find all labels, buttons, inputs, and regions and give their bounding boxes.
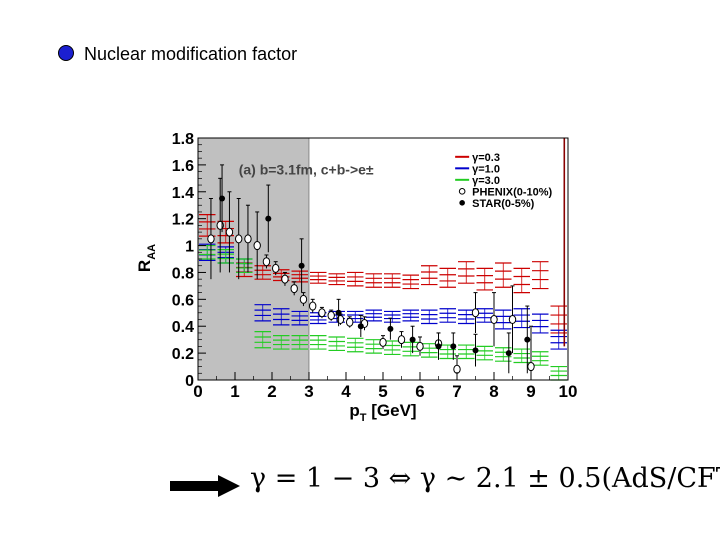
- y-tick-label: 0: [185, 373, 194, 390]
- x-tick-label: 5: [378, 382, 387, 401]
- x-tick-label: 8: [489, 382, 498, 401]
- star-point: [387, 325, 394, 332]
- phenix-point: [346, 317, 354, 327]
- phenix-point: [272, 263, 280, 273]
- x-tick-label: 3: [304, 382, 313, 401]
- y-tick-label: 0.6: [172, 292, 194, 309]
- shaded-region: [197, 137, 310, 381]
- star-point: [298, 262, 305, 269]
- phenix-point: [327, 310, 335, 320]
- legend-label: STAR(0-5%): [472, 198, 534, 210]
- arrow-right-icon: [170, 475, 240, 497]
- x-axis-label: pT [GeV]: [349, 401, 416, 424]
- y-axis-label: RAA: [135, 244, 158, 272]
- phenix-point: [290, 284, 298, 294]
- star-point: [335, 309, 342, 316]
- slide-title: Nuclear modification factor: [84, 44, 298, 64]
- legend-swatch: [458, 188, 466, 195]
- x-tick-label: 2: [267, 382, 276, 401]
- star-point: [219, 195, 226, 202]
- phenix-point: [318, 308, 326, 318]
- legend-label: γ=0.3: [472, 152, 500, 164]
- x-tick-label: 1: [230, 382, 239, 401]
- legend-label: γ=3.0: [472, 175, 500, 187]
- phenix-point: [379, 337, 387, 347]
- star-point: [265, 215, 272, 222]
- star-point: [450, 343, 457, 350]
- y-tick-label: 1.4: [172, 185, 194, 202]
- phenix-point: [490, 315, 498, 324]
- y-tick-label: 1.2: [172, 212, 194, 229]
- phenix-point: [309, 301, 317, 311]
- phenix-point: [416, 341, 424, 351]
- annotation: (a) b=3.1fm, c+b->e±: [239, 161, 374, 177]
- star-point: [472, 347, 479, 354]
- legend-label: γ=1.0: [472, 163, 500, 175]
- star-point: [505, 350, 512, 357]
- x-tick-label: 6: [415, 382, 424, 401]
- star-point: [357, 323, 364, 330]
- y-tick-label: 0.2: [172, 346, 194, 363]
- star-point: [435, 343, 442, 350]
- formula: γ = 1 − 3 ⇔ γ ∼ 2.1 ± 0.5(AdS/CFT): [250, 463, 720, 494]
- phenix-point: [397, 335, 406, 345]
- bullet-icon: [58, 45, 74, 61]
- raa-chart: 0 0.2 0.4 0.6 0.8 1 1.2 1.4 1.6 1.8 0 1 2 3 4 5 6 7 8 9 10 pT…: [120, 128, 580, 428]
- x-tick-label: 4: [341, 382, 351, 401]
- y-tick-label: 1.6: [172, 158, 194, 175]
- legend-swatch: [459, 200, 465, 206]
- y-tick-label: 1: [185, 239, 194, 256]
- phenix-point: [262, 257, 271, 267]
- x-tick-label: 10: [559, 382, 578, 401]
- y-tick-label: 0.8: [172, 265, 194, 282]
- phenix-point: [527, 362, 535, 372]
- phenix-point: [299, 294, 308, 304]
- phenix-point: [253, 241, 261, 251]
- phenix-point: [225, 227, 234, 237]
- phenix-point: [281, 274, 289, 284]
- phenix-point: [471, 308, 480, 318]
- phenix-point: [235, 234, 243, 244]
- phenix-point: [207, 234, 215, 244]
- x-tick-label: 0: [193, 382, 202, 401]
- star-point: [524, 336, 531, 343]
- y-tick-label: 0.4: [172, 319, 194, 336]
- phenix-point: [244, 234, 252, 244]
- legend-label: PHENIX(0-10%): [472, 186, 552, 198]
- star-point: [409, 336, 416, 343]
- phenix-point: [508, 315, 517, 324]
- y-tick-label: 1.8: [172, 131, 194, 148]
- x-tick-label: 7: [452, 382, 461, 401]
- x-tick-label: 9: [526, 382, 535, 401]
